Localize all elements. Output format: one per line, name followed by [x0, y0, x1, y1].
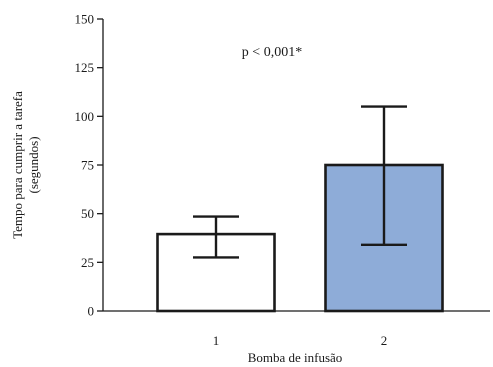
x-axis-title: Bomba de infusão — [248, 350, 343, 365]
y-axis-title-line-2: (segundos) — [26, 136, 41, 193]
y-tick-label: 25 — [81, 255, 94, 270]
y-tick-label: 125 — [75, 60, 95, 75]
y-tick-label: 50 — [81, 206, 94, 221]
y-tick-label: 100 — [75, 109, 95, 124]
y-tick-label: 150 — [75, 12, 95, 27]
y-axis-title-line-1: Tempo para cumprir a tarefa — [10, 91, 25, 239]
error-bars — [193, 105, 407, 259]
y-tick-label: 75 — [81, 158, 94, 173]
x-tick-label: 1 — [213, 333, 220, 348]
y-axis-title: Tempo para cumprir a tarefa (segundos) — [10, 91, 41, 239]
error-bar-1 — [193, 215, 239, 259]
error-bar-2 — [361, 105, 407, 247]
p-value-annotation: p < 0,001* — [242, 45, 302, 60]
bars — [156, 163, 444, 313]
y-tick-label: 0 — [88, 304, 95, 319]
x-tick-label: 2 — [381, 333, 388, 348]
y-axis: 0 25 50 75 100 125 150 — [75, 12, 104, 319]
